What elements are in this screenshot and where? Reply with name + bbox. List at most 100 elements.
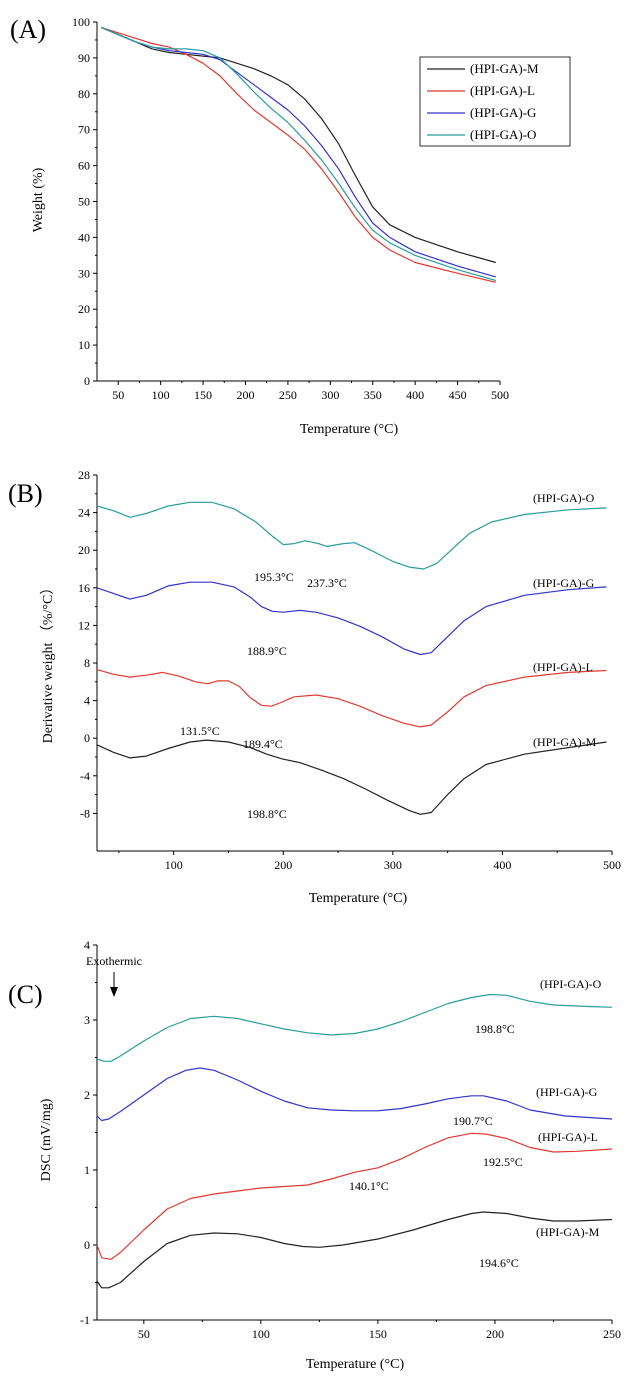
y-tick-label: 4 [84, 938, 90, 952]
panel-c-x-axis-label: Temperature (°C) [306, 1357, 405, 1372]
panel-c-y-ticks: -1 0 1 2 3 4 [80, 938, 97, 1327]
panel-a-tga-chart: (A) 0 10 20 30 40 50 60 70 80 90 100 50 100 150 200 25… [10, 15, 571, 437]
panel-b-y-ticks: -8 -4 0 4 8 12 16 20 24 28 [78, 468, 97, 820]
series-line-hpi-ga-l [101, 26, 496, 283]
panel-c-annotation-192: 192.5°C [483, 1155, 523, 1169]
y-tick-label: 90 [78, 51, 90, 65]
panel-a-legend: (HPI-GA)-M (HPI-GA)-L (HPI-GA)-G (HPI-GA… [419, 56, 571, 147]
panel-b-curves [96, 501, 607, 815]
series-line-hpi-ga-l [96, 669, 607, 728]
panel-c-label: (C) [8, 980, 43, 1009]
x-tick-label: 250 [279, 388, 297, 402]
panel-c-annotation-140: 140.1°C [349, 1179, 389, 1193]
panel-c-curves [96, 993, 613, 1289]
x-tick-label: 500 [603, 858, 621, 872]
y-tick-label: 3 [84, 1013, 90, 1027]
panel-b-y-axis-label: Derivative weight （%/°C） [40, 581, 56, 744]
panel-b-label-m: (HPI-GA)-M [533, 735, 597, 749]
y-tick-label: 16 [78, 581, 90, 595]
panel-c-exothermic-label: Exothermic [86, 954, 142, 968]
panel-a-y-axis-label: Weight (%) [31, 167, 46, 232]
y-tick-label: -8 [80, 806, 90, 820]
panel-b-annotation-237: 237.3°C [307, 576, 347, 590]
series-line-hpi-ga-l [96, 1132, 613, 1260]
panel-c-label-m: (HPI-GA)-M [536, 1225, 600, 1239]
panel-c-annotation-190: 190.7°C [453, 1114, 493, 1128]
x-tick-label: 300 [321, 388, 339, 402]
y-tick-label: 2 [84, 1088, 90, 1102]
legend-entry-g: (HPI-GA)-G [470, 105, 536, 120]
panel-c-x-ticks: 50 100 150 200 250 [138, 1320, 621, 1341]
legend-box [419, 56, 571, 147]
y-tick-label: 10 [78, 338, 90, 352]
x-tick-label: 100 [165, 858, 183, 872]
y-tick-label: 100 [72, 15, 90, 29]
y-tick-label: 80 [78, 87, 90, 101]
y-tick-label: 60 [78, 159, 90, 173]
legend-entry-m: (HPI-GA)-M [470, 61, 539, 76]
x-tick-label: 50 [112, 388, 124, 402]
y-tick-label: 0 [84, 1238, 90, 1252]
panel-c-y-axis-label: DSC (mV/mg) [39, 1098, 54, 1181]
panel-c-annotation-198: 198.8°C [475, 1022, 515, 1036]
y-tick-label: 8 [84, 656, 90, 670]
y-tick-label: 30 [78, 266, 90, 280]
panel-b-annotation-131: 131.5°C [180, 724, 220, 738]
y-tick-label: 70 [78, 123, 90, 137]
y-tick-label: 40 [78, 230, 90, 244]
y-tick-label: 4 [84, 694, 90, 708]
y-tick-label: 20 [78, 543, 90, 557]
panel-c-label-l: (HPI-GA)-L [538, 1130, 598, 1144]
series-line-hpi-ga-g [96, 581, 607, 656]
x-tick-label: 50 [138, 1327, 150, 1341]
panel-b-label: (B) [8, 479, 43, 508]
panel-b-annotation-195: 195.3°C [254, 570, 294, 584]
panel-c-axes [96, 945, 612, 1321]
x-tick-label: 450 [449, 388, 467, 402]
y-tick-label: 0 [84, 374, 90, 388]
panel-b-dtg-chart: (B) -8 -4 0 4 8 12 16 20 24 28 100 200 300 400 500 Te… [8, 468, 621, 906]
panel-b-label-o: (HPI-GA)-O [533, 491, 595, 505]
y-tick-label: 12 [78, 618, 90, 632]
panel-b-annotation-188: 188.9°C [247, 644, 287, 658]
series-line-hpi-ga-m [96, 1211, 613, 1289]
panel-b-x-axis-label: Temperature (°C) [309, 891, 408, 906]
panel-a-x-ticks: 50 100 150 200 250 300 350 400 450 500 [112, 381, 509, 402]
y-tick-label: 24 [78, 506, 90, 520]
x-tick-label: 400 [406, 388, 424, 402]
panel-b-x-ticks: 100 200 300 400 500 [118, 851, 621, 872]
x-tick-label: 200 [274, 858, 292, 872]
panel-b-annotation-198: 198.8°C [247, 807, 287, 821]
y-tick-label: 28 [78, 468, 90, 482]
y-tick-label: -4 [80, 769, 90, 783]
x-tick-label: 200 [486, 1327, 504, 1341]
x-tick-label: 350 [364, 388, 382, 402]
series-line-hpi-ga-g [96, 1067, 613, 1122]
x-tick-label: 100 [252, 1327, 270, 1341]
y-tick-label: 0 [84, 731, 90, 745]
legend-entry-o: (HPI-GA)-O [470, 127, 536, 142]
panel-c-dsc-chart: (C) -1 0 1 2 3 4 50 100 150 200 250 Temperature (… [8, 938, 621, 1372]
x-tick-label: 150 [194, 388, 212, 402]
y-tick-label: 1 [84, 1163, 90, 1177]
panel-c-label-o: (HPI-GA)-O [540, 977, 602, 991]
y-tick-label: 20 [78, 302, 90, 316]
panel-c-label-g: (HPI-GA)-G [536, 1085, 598, 1099]
y-tick-label: 50 [78, 195, 90, 209]
x-tick-label: 200 [236, 388, 254, 402]
exothermic-arrow-icon [110, 972, 118, 997]
panel-c-annotation-194: 194.6°C [479, 1256, 519, 1270]
x-tick-label: 250 [603, 1327, 621, 1341]
panel-a-label: (A) [10, 15, 46, 44]
series-line-hpi-ga-o [96, 501, 607, 570]
legend-entry-l: (HPI-GA)-L [470, 83, 535, 98]
panel-b-label-g: (HPI-GA)-G [533, 576, 595, 590]
x-tick-label: 500 [491, 388, 509, 402]
series-line-hpi-ga-o [100, 26, 496, 282]
panel-b-label-l: (HPI-GA)-L [533, 660, 593, 674]
x-tick-label: 100 [152, 388, 170, 402]
series-line-hpi-ga-o [96, 993, 613, 1062]
y-tick-label: -1 [80, 1313, 90, 1327]
x-tick-label: 400 [493, 858, 511, 872]
